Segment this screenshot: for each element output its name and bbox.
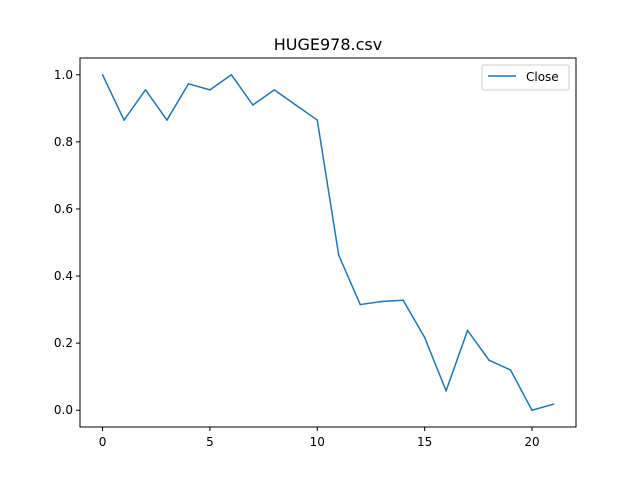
- plot-area-frame: [79, 57, 577, 428]
- data-point: [166, 119, 168, 121]
- y-tick-label: 0.0: [54, 403, 73, 417]
- x-tick-label: 15: [417, 435, 432, 449]
- y-tick-label: 0.4: [54, 269, 73, 283]
- legend: Close: [481, 64, 570, 91]
- x-tick-label: 10: [310, 435, 325, 449]
- data-point: [552, 403, 555, 405]
- data-point: [423, 336, 426, 339]
- y-tick-label: 0.6: [54, 202, 73, 216]
- legend-label-close: Close: [526, 70, 559, 84]
- data-point: [144, 89, 147, 91]
- y-tick-label: 0.8: [54, 135, 73, 149]
- data-point: [316, 119, 319, 121]
- x-tick-label: 5: [206, 435, 214, 449]
- x-tick-label: 20: [524, 435, 539, 449]
- y-axis: 0.0 0.2 0.4 0.6 0.8 1.0: [54, 68, 80, 417]
- data-point: [445, 389, 447, 392]
- data-point: [380, 300, 383, 303]
- data-point: [337, 254, 340, 257]
- data-point: [230, 73, 233, 76]
- y-tick-label: 1.0: [54, 68, 73, 82]
- data-point: [101, 73, 104, 76]
- data-point: [294, 104, 297, 106]
- data-point: [402, 299, 404, 301]
- data-point: [209, 89, 211, 91]
- data-point: [466, 329, 469, 332]
- data-point: [273, 89, 276, 91]
- data-point: [359, 303, 362, 306]
- y-tick-label: 0.2: [54, 336, 73, 350]
- series-line-close: [101, 74, 554, 411]
- x-tick-label: 0: [99, 435, 107, 449]
- chart-title: HUGE978.csv: [274, 35, 382, 54]
- series-layer: [101, 73, 555, 412]
- x-axis: 0 5 10 15 20: [99, 427, 540, 449]
- data-point: [187, 83, 190, 85]
- data-point: [531, 409, 533, 412]
- data-point: [488, 359, 490, 362]
- data-point: [509, 369, 512, 371]
- data-point: [123, 119, 125, 121]
- data-point: [252, 104, 254, 106]
- legend-box: [481, 64, 570, 91]
